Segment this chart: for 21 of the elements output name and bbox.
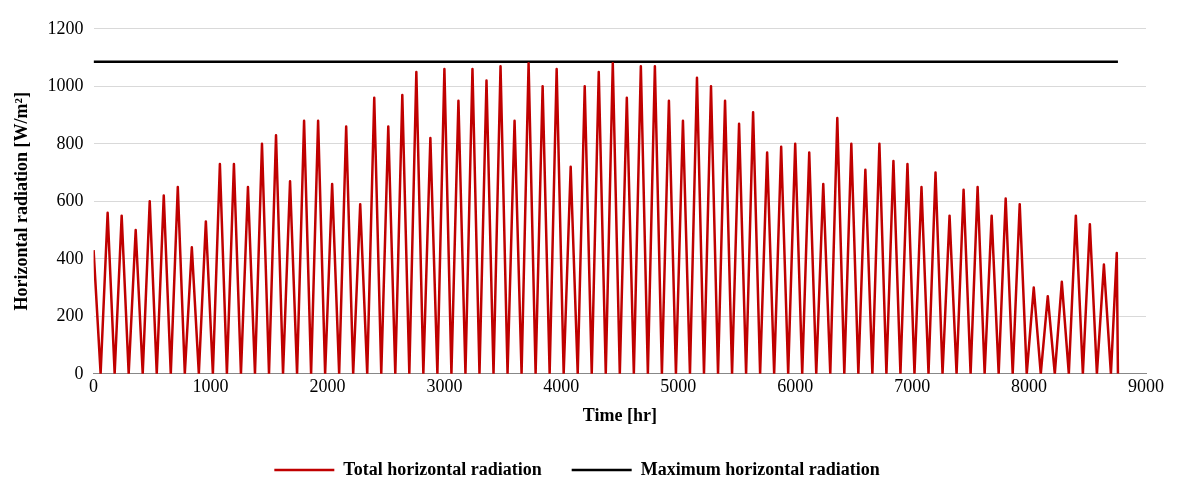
- x-tick-label: 4000: [543, 376, 580, 397]
- x-tick-label: 8000: [1011, 376, 1048, 397]
- y-axis-title: Horizontal radiation [W/m²]: [11, 92, 32, 311]
- legend-label: Total horizontal radiation: [343, 458, 542, 479]
- x-tick-label: 6000: [777, 376, 814, 397]
- y-tick-label: 800: [56, 132, 84, 153]
- x-tick-label: 5000: [660, 376, 697, 397]
- y-tick-label: 0: [74, 362, 84, 383]
- y-tick-label: 600: [56, 190, 84, 211]
- y-tick-label: 1000: [47, 75, 84, 96]
- y-tick-label: 1200: [47, 17, 84, 38]
- x-tick-label: 9000: [1128, 376, 1164, 397]
- y-tick-label: 400: [56, 247, 84, 268]
- x-axis-title: Time [hr]: [582, 404, 657, 425]
- x-tick-label: 3000: [426, 376, 463, 397]
- x-tick-label: 1000: [192, 376, 229, 397]
- x-tick-label: 7000: [894, 376, 931, 397]
- y-tick-label: 200: [56, 305, 84, 326]
- x-tick-label: 0: [89, 376, 99, 397]
- legend-label: Maximum horizontal radiation: [640, 458, 880, 479]
- x-tick-label: 2000: [309, 376, 346, 397]
